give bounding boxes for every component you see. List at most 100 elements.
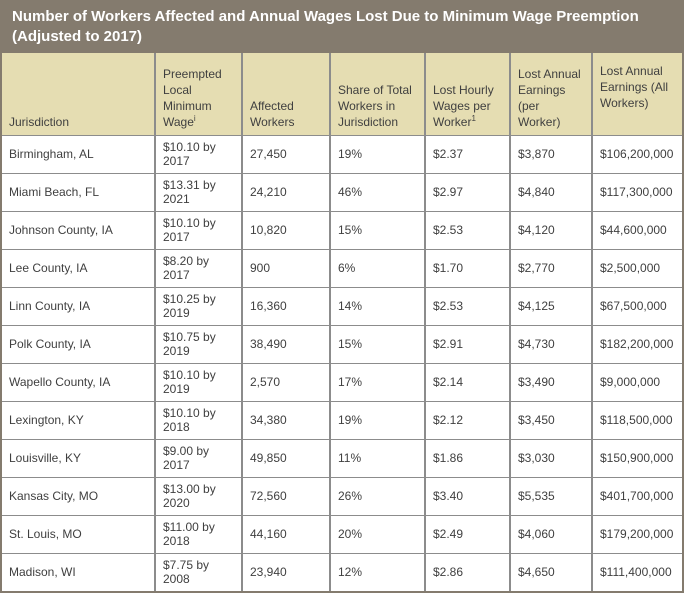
value-cell: $2.53 [424,211,511,251]
value-cell: $2.86 [424,553,511,591]
jurisdiction-cell: Madison, WI [2,553,156,591]
value-cell: $182,200,000 [591,325,682,365]
value-cell: $10.25 by 2019 [154,287,243,327]
table-row: Linn County, IA $10.25 by 2019 16,360 14% $2… [2,287,682,327]
value-cell: $7.75 by 2008 [154,553,243,591]
table-row: Lexington, KY $10.10 by 2018 34,380 19% $2.1… [2,401,682,441]
value-cell: $401,700,000 [591,477,682,517]
jurisdiction-cell: Lee County, IA [2,249,156,289]
value-cell: 15% [329,325,426,365]
jurisdiction-cell: Polk County, IA [2,325,156,365]
value-cell: $1.70 [424,249,511,289]
jurisdiction-cell: Louisville, KY [2,439,156,479]
footnote-marker: i [193,114,196,124]
table-row: Birmingham, AL $10.10 by 2017 27,450 19% $2.… [2,135,682,175]
table-body: Birmingham, AL $10.10 by 2017 27,450 19% $2.… [2,135,682,591]
value-cell: $4,060 [509,515,593,555]
value-cell: $2.12 [424,401,511,441]
value-cell: $44,600,000 [591,211,682,251]
value-cell: $4,730 [509,325,593,365]
column-header-label: Preempted Local Minimum Wage [163,66,222,130]
value-cell: $3,490 [509,363,593,403]
value-cell: $150,900,000 [591,439,682,479]
value-cell: 11% [329,439,426,479]
value-cell: $4,120 [509,211,593,251]
value-cell: 20% [329,515,426,555]
table-row: Johnson County, IA $10.10 by 2017 10,820 15… [2,211,682,251]
jurisdiction-cell: St. Louis, MO [2,515,156,555]
value-cell: 15% [329,211,426,251]
value-cell: $4,650 [509,553,593,591]
table-title: Number of Workers Affected and Annual Wa… [2,2,682,53]
value-cell: $9.00 by 2017 [154,439,243,479]
value-cell: $2,770 [509,249,593,289]
table-row: Lee County, IA $8.20 by 2017 900 6% $1.70 $2,… [2,249,682,289]
table-row: St. Louis, MO $11.00 by 2018 44,160 20% $2.4… [2,515,682,555]
value-cell: $4,840 [509,173,593,213]
value-cell: 19% [329,135,426,175]
value-cell: $10.10 by 2018 [154,401,243,441]
table-header: Jurisdiction Preempted Local Minimum Wage… [2,52,682,137]
jurisdiction-cell: Linn County, IA [2,287,156,327]
value-cell: $10.10 by 2017 [154,135,243,175]
value-cell: 900 [241,249,331,289]
value-cell: $1.86 [424,439,511,479]
table-row: Polk County, IA $10.75 by 2019 38,490 15% $2… [2,325,682,365]
table-row: Madison, WI $7.75 by 2008 23,940 12% $2.86 $4… [2,553,682,591]
value-cell: $10.75 by 2019 [154,325,243,365]
value-cell: 38,490 [241,325,331,365]
value-cell: $8.20 by 2017 [154,249,243,289]
value-cell: $2.49 [424,515,511,555]
column-header: Affected Workers [241,52,331,137]
table-row: Miami Beach, FL $13.31 by 2021 24,210 46% $2… [2,173,682,213]
table-row: Kansas City, MO $13.00 by 2020 72,560 26% $3… [2,477,682,517]
value-cell: $117,300,000 [591,173,682,213]
value-cell: $2,500,000 [591,249,682,289]
column-header-label: Lost Annual Earnings (All Workers) [600,63,669,111]
value-cell: 2,570 [241,363,331,403]
value-cell: $111,400,000 [591,553,682,591]
value-cell: $3,030 [509,439,593,479]
value-cell: 19% [329,401,426,441]
column-header-label: Jurisdiction [9,115,70,130]
value-cell: 17% [329,363,426,403]
column-header-label: Lost Hourly Wages per Worker [433,82,494,130]
value-cell: $10.10 by 2019 [154,363,243,403]
value-cell: $2.14 [424,363,511,403]
jurisdiction-cell: Miami Beach, FL [2,173,156,213]
table-row: Louisville, KY $9.00 by 2017 49,850 11% $1.8… [2,439,682,479]
value-cell: $67,500,000 [591,287,682,327]
value-cell: 49,850 [241,439,331,479]
value-cell: $4,125 [509,287,593,327]
value-cell: $5,535 [509,477,593,517]
jurisdiction-cell: Birmingham, AL [2,135,156,175]
value-cell: $13.00 by 2020 [154,477,243,517]
column-header: Preempted Local Minimum Wagei [154,52,243,137]
column-header-label: Affected Workers [250,99,295,130]
value-cell: $2.37 [424,135,511,175]
column-header: Lost Hourly Wages per Worker1 [424,52,511,137]
value-cell: $179,200,000 [591,515,682,555]
value-cell: $10.10 by 2017 [154,211,243,251]
column-header-label: Lost Annual Earnings (per Worker) [518,66,581,130]
column-header-label: Share of Total Workers in Jurisdiction [338,82,412,130]
value-cell: 16,360 [241,287,331,327]
column-header: Lost Annual Earnings (All Workers) [591,52,682,137]
value-cell: 10,820 [241,211,331,251]
jurisdiction-cell: Lexington, KY [2,401,156,441]
value-cell: 23,940 [241,553,331,591]
value-cell: $3.40 [424,477,511,517]
value-cell: $11.00 by 2018 [154,515,243,555]
value-cell: 44,160 [241,515,331,555]
column-header: Share of Total Workers in Jurisdiction [329,52,426,137]
value-cell: 24,210 [241,173,331,213]
value-cell: 12% [329,553,426,591]
value-cell: 34,380 [241,401,331,441]
jurisdiction-cell: Wapello County, IA [2,363,156,403]
column-header: Lost Annual Earnings (per Worker) [509,52,593,137]
value-cell: $2.91 [424,325,511,365]
value-cell: 72,560 [241,477,331,517]
value-cell: $2.97 [424,173,511,213]
value-cell: $2.53 [424,287,511,327]
